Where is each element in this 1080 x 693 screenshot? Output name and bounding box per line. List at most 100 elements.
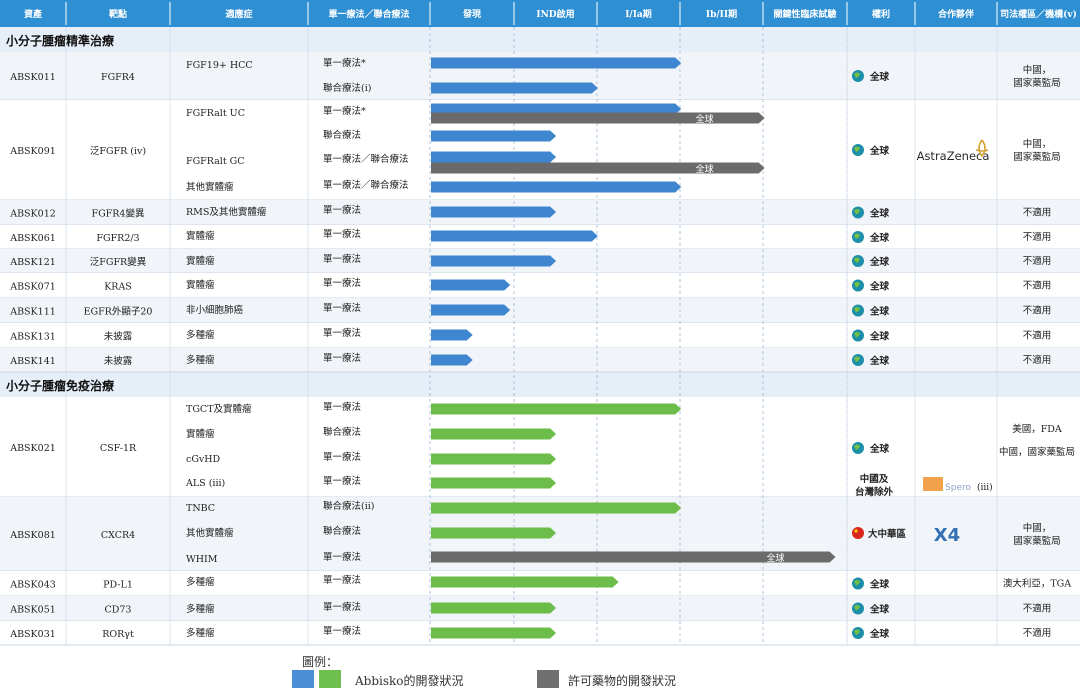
progress-bar-absk091	[431, 112, 765, 124]
globe-icon	[852, 442, 864, 454]
globe-icon	[852, 70, 864, 82]
asset-label: ABSK141	[9, 356, 56, 367]
rights-label: 全球	[869, 443, 890, 455]
globe-land	[854, 257, 860, 263]
globe-land	[854, 356, 860, 362]
indication-label: FGFRalt UC	[186, 108, 245, 119]
rights-label: 全球	[869, 145, 890, 157]
jurisdiction-label: 國家藥監局	[1013, 151, 1061, 163]
therapy-label: 單一療法	[323, 327, 361, 339]
jurisdiction-label: 中國，	[1023, 64, 1052, 76]
progress-bar-absk021	[431, 428, 557, 440]
partner-astrazeneca: AstraZeneca	[917, 149, 990, 163]
asset-label: ABSK021	[9, 443, 56, 454]
jurisdiction-label: 美國，FDA	[1012, 423, 1062, 435]
therapy-label: 單一療法	[323, 352, 361, 364]
therapy-label: 單一療法	[323, 277, 361, 289]
header-10: 合作夥伴	[938, 8, 974, 20]
globe-land	[854, 209, 860, 215]
target-label: CD73	[105, 605, 132, 616]
progress-bar-absk121	[431, 255, 557, 267]
globe-land	[854, 332, 860, 338]
target-label: 泛FGFR變異	[90, 256, 147, 268]
legend-title: 圖例：	[302, 655, 339, 669]
partner-spero: Spero	[945, 483, 971, 493]
asset-label: ABSK121	[9, 257, 56, 268]
progress-bar-absk011	[431, 57, 682, 69]
therapy-label: 聯合療法	[323, 426, 361, 438]
jurisdiction-label: 不適用	[1023, 305, 1052, 317]
globe-icon	[852, 602, 864, 615]
therapy-label: 單一療法	[323, 625, 361, 637]
header-9: 權利	[872, 8, 890, 20]
flag-star	[854, 529, 858, 533]
spero-logo-mark	[923, 477, 943, 491]
rights-label: 台灣除外	[855, 486, 894, 498]
pipeline-chart: 資產 靶點 適應症 單一療法／聯合療法 發現 IND啟用 I/Ia期 Ib/II期 關鍵性臨床試…	[0, 0, 1080, 646]
indication-label: 實體瘤	[186, 428, 215, 440]
asset-group	[0, 348, 1080, 372]
globe-land	[854, 146, 860, 152]
indication-label: RMS及其他實體瘤	[186, 206, 267, 218]
target-label: FGFR4變異	[92, 208, 145, 220]
astrazeneca-logo-mark	[975, 139, 989, 158]
globe-land	[854, 282, 860, 288]
target-label: CXCR4	[101, 530, 135, 541]
asset-label: ABSK051	[9, 605, 56, 616]
asset-label: ABSK071	[9, 282, 56, 293]
jurisdiction-label: 澳大利亞，TGA	[1003, 578, 1071, 590]
rights-label: 全球	[869, 71, 890, 83]
china-flag-icon	[852, 527, 864, 539]
target-label: 未披露	[104, 331, 133, 343]
header-2: 適應症	[225, 8, 252, 20]
therapy-label: 單一療法	[323, 253, 361, 265]
therapy-label: 單一療法	[323, 401, 361, 413]
progress-bar-absk131	[431, 329, 473, 341]
asset-label: ABSK111	[9, 307, 56, 318]
progress-bar-absk091	[431, 181, 682, 193]
legend-swatch-green	[319, 670, 341, 688]
target-label: RORγt	[102, 629, 134, 640]
rights-label: 全球	[869, 628, 890, 640]
progress-bar-absk091	[431, 103, 682, 115]
indication-label: TNBC	[186, 503, 215, 514]
therapy-label: 單一療法	[323, 551, 361, 563]
progress-bar-absk012	[431, 206, 557, 218]
globe-land	[854, 629, 860, 635]
jurisdiction-label: 中國，國家藥監局	[999, 446, 1075, 458]
target-label: PD-L1	[103, 580, 133, 591]
asset-label: ABSK012	[9, 209, 56, 220]
globe-land	[854, 444, 860, 450]
header-8: 關鍵性臨床試驗	[773, 8, 836, 20]
asset-label: ABSK091	[9, 146, 56, 157]
jurisdiction-label: 國家藥監局	[1013, 535, 1061, 547]
jurisdiction-label: 不適用	[1023, 603, 1052, 615]
target-label: CSF-1R	[100, 443, 137, 454]
rights-label: 全球	[869, 232, 890, 244]
globe-icon	[852, 627, 864, 639]
jurisdiction-label: 中國，	[1023, 138, 1052, 150]
globe-icon	[852, 577, 864, 590]
indication-label: TGCT及實體瘤	[186, 403, 252, 415]
section-title: 小分子腫瘤免疫治療	[6, 378, 114, 393]
globe-land	[854, 233, 860, 239]
globe-icon	[852, 304, 864, 317]
bar-label: 全球	[696, 113, 714, 125]
section-title: 小分子腫瘤精準治療	[6, 33, 114, 48]
therapy-label: 聯合療法	[323, 129, 361, 141]
jurisdiction-label: 國家藥監局	[1013, 77, 1061, 89]
jurisdiction-label: 中國，	[1023, 522, 1052, 534]
progress-bar-absk081	[431, 502, 682, 514]
header-7: Ib/II期	[706, 8, 737, 20]
legend: 圖例： Abbisko的開發狀況 許可藥物的開發狀況	[0, 648, 1080, 693]
therapy-label: 單一療法	[323, 475, 361, 487]
indication-label: 多種瘤	[186, 329, 215, 341]
header-1: 靶點	[109, 8, 127, 20]
jurisdiction-label: 不適用	[1023, 207, 1052, 219]
legend-swatch-gray	[537, 670, 559, 688]
therapy-label: 單一療法	[323, 204, 361, 216]
indication-label: ALS (iii)	[185, 478, 225, 489]
progress-bar-absk091	[431, 130, 557, 142]
rights-label: 全球	[869, 256, 890, 268]
globe-icon	[852, 231, 864, 243]
